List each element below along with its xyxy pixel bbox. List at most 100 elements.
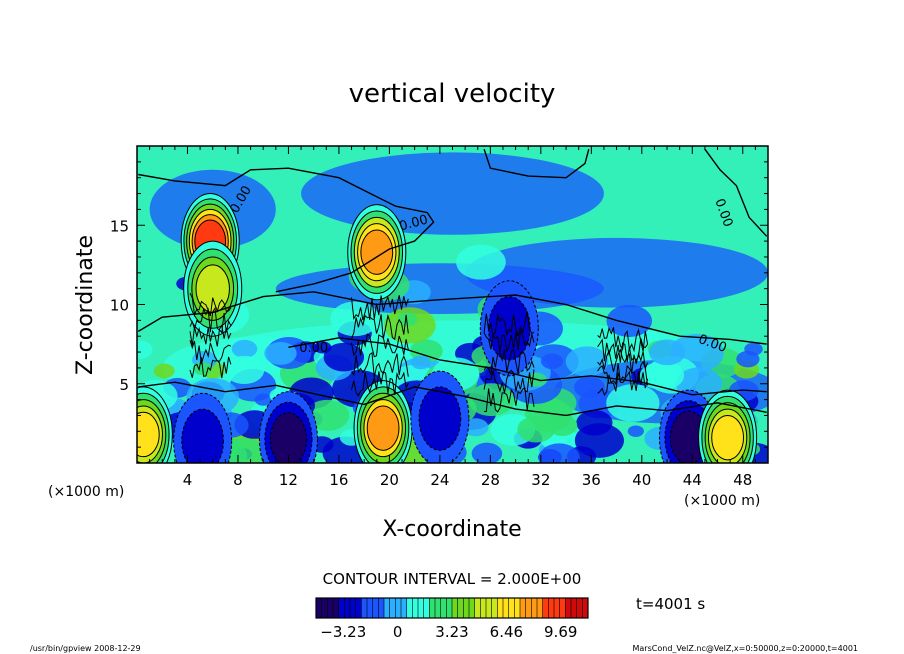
colorbar-cell: [350, 598, 357, 618]
field-cell: [264, 341, 297, 365]
field-cell: [323, 342, 365, 372]
updraft-ring: [711, 414, 745, 461]
footer-left: /usr/bin/gpview 2008-12-29: [30, 644, 141, 653]
colorbar-cell: [395, 598, 402, 618]
zero-contour: [483, 148, 590, 179]
colorbar-ticks: −3.23 0 3.23 6.46 9.69: [320, 623, 577, 641]
x-unit-right: (×1000 m): [684, 493, 760, 509]
field-cell: [627, 425, 644, 437]
contour-lines: [137, 148, 768, 417]
zero-contour: [138, 167, 435, 293]
colorbar-cell: [514, 598, 521, 618]
colorbar-cell: [525, 598, 532, 618]
contour-label: 0.00: [299, 341, 328, 356]
colorbar-cell: [378, 598, 385, 618]
colorbar-cell: [469, 598, 476, 618]
noise-contour: [483, 348, 535, 376]
x-tick-label: 16: [329, 471, 348, 489]
colorbar-cell: [316, 598, 323, 618]
x-tick-label: 40: [632, 471, 651, 489]
velocity-field: [137, 152, 768, 463]
colorbar-tick-label: 0: [393, 623, 403, 641]
colorbar-frame: [315, 597, 589, 619]
colorbar-cell: [361, 598, 368, 618]
field-cell: [462, 418, 489, 437]
noise-contour: [351, 352, 409, 378]
colorbar-cell: [452, 598, 459, 618]
field-cell: [231, 339, 258, 358]
zero-contour: [704, 148, 768, 237]
colorbar-cell: [338, 598, 345, 618]
colorbar-cell: [412, 598, 419, 618]
x-tick-label: 12: [279, 471, 298, 489]
field-cell: [606, 304, 653, 338]
z-tick-label: 10: [110, 297, 129, 315]
colorbar-cell: [429, 598, 436, 618]
updraft-ring: [360, 229, 394, 275]
field-cell: [517, 415, 555, 443]
noise-contour: [351, 370, 409, 397]
colorbar-cell: [418, 598, 425, 618]
z-tick-label: 5: [119, 376, 129, 394]
noise-contour: [483, 329, 535, 353]
colorbar-cell: [554, 598, 561, 618]
colorbar-cell: [401, 598, 408, 618]
field-cell: [387, 339, 416, 359]
noise-contour: [189, 324, 232, 347]
colorbar-cell: [542, 598, 549, 618]
noise-contour: [484, 387, 535, 413]
field-cell: [649, 339, 686, 366]
colorbar-cell: [508, 598, 515, 618]
colorbar-cell: [565, 598, 572, 618]
colorbar-cell: [571, 598, 578, 618]
updraft-ring: [137, 411, 160, 458]
colorbar-cell: [435, 598, 442, 618]
downdraft-ring: [418, 386, 462, 451]
noise-contour: [189, 292, 232, 317]
noise-contour: [597, 360, 649, 386]
field-cell: [468, 383, 515, 417]
colorbar-cell: [344, 598, 351, 618]
colorbar-cell: [537, 598, 544, 618]
noise-contour: [597, 348, 649, 374]
x-axis-label: X-coordinate: [382, 517, 521, 542]
colorbar-cell: [327, 598, 334, 618]
noise-contour: [483, 311, 535, 338]
footer-right: MarsCond_VelZ.nc@VelZ,x=0:50000,z=0:2000…: [633, 644, 859, 653]
x-tick-label: 4: [183, 471, 193, 489]
colorbar-cell: [457, 598, 464, 618]
colorbar-cell: [321, 598, 328, 618]
x-tick-label: 44: [683, 471, 702, 489]
plot-area: [137, 146, 768, 463]
z-axis: 5 10 15: [110, 161, 768, 448]
colorbar-tick-label: 6.46: [490, 623, 523, 641]
zero-contour: [138, 381, 767, 417]
downdraft-ring: [181, 408, 224, 463]
field-cell: [411, 355, 431, 370]
colorbar-cell: [406, 598, 413, 618]
field-cell: [153, 363, 175, 379]
updraft-ring: [366, 405, 400, 451]
field-cell: [565, 346, 609, 377]
colorbar-cell: [446, 598, 453, 618]
colorbar-tick-label: 9.69: [544, 623, 577, 641]
field-cell: [471, 442, 503, 463]
colorbar-cell: [582, 598, 589, 618]
colorbar-cell: [355, 598, 362, 618]
field-cell: [330, 301, 380, 337]
colorbar-cell: [389, 598, 396, 618]
field-patch: [301, 152, 604, 235]
field-patch: [465, 237, 768, 308]
x-tick-label: 28: [481, 471, 500, 489]
noise-contour: [351, 313, 409, 341]
colorbar-cell: [503, 598, 510, 618]
x-axis: 4 8 12 16 20 24 28 32 36 40 44 48: [149, 146, 756, 489]
colorbar-cell: [333, 598, 340, 618]
field-cell: [456, 244, 506, 280]
colorbar-cell: [559, 598, 566, 618]
colorbar: [315, 597, 589, 619]
noise-contour: [351, 333, 409, 358]
field-cell: [606, 384, 660, 422]
x-tick-label: 20: [380, 471, 399, 489]
